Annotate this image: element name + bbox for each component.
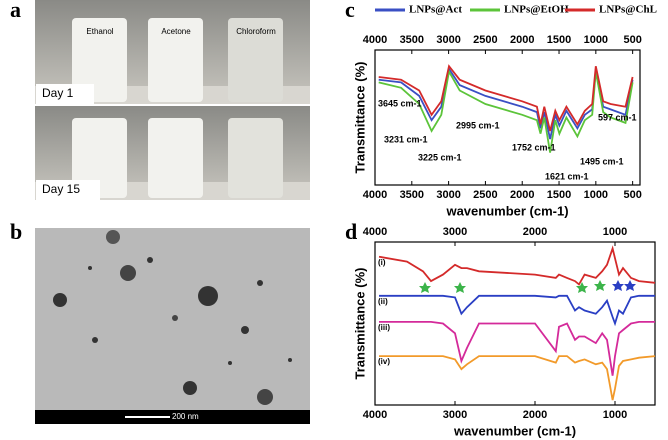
annotation: 1621 cm-1 <box>545 171 589 181</box>
series-line <box>379 294 655 327</box>
x-tick-label: 1500 <box>547 34 571 46</box>
x-tick-label: 4000 <box>363 226 387 238</box>
annotation: 2995 cm-1 <box>456 120 500 130</box>
markers <box>419 280 636 293</box>
annotation: 1752 cm-1 <box>512 142 556 152</box>
series-line <box>379 321 655 376</box>
plot-frame <box>374 241 656 406</box>
x-tick-label: 1500 <box>547 189 571 201</box>
x-tick-label: 2500 <box>473 34 497 46</box>
x-tick-label: 1000 <box>584 34 608 46</box>
day-label: Day 1 <box>42 86 74 100</box>
x-tick-label: 3000 <box>443 226 467 238</box>
x-tick-label: 1000 <box>603 409 627 421</box>
x-tick-label: 500 <box>623 34 641 46</box>
annotation: 1495 cm-1 <box>580 156 624 166</box>
x-tick-label: 2000 <box>510 189 534 201</box>
x-tick-label: 2000 <box>510 34 534 46</box>
x-tick-label: 2000 <box>523 409 547 421</box>
annotation: 3225 cm-1 <box>418 152 462 162</box>
panel-label: a <box>10 0 21 22</box>
x-tick-label: 4000 <box>363 34 387 46</box>
photo-b <box>35 228 310 424</box>
annotation: 597 cm-1 <box>598 112 637 122</box>
panel-label: c <box>345 0 355 22</box>
y-axis-label: Transmittance (%) <box>352 268 367 380</box>
bottle-label: Acetone <box>161 27 191 36</box>
legend-label: LNPs@Act <box>409 4 462 16</box>
series-line <box>379 355 656 401</box>
x-tick-label: 3500 <box>400 34 424 46</box>
x-tick-label: 1000 <box>584 189 608 201</box>
x-axis-label: wavenumber (cm-1) <box>445 203 568 218</box>
series-line <box>378 245 656 286</box>
x-tick-label: 3000 <box>436 34 460 46</box>
legend-label: LNPs@ChL <box>599 4 657 16</box>
panel-label: d <box>345 219 357 244</box>
annotation: 3645 cm-1 <box>378 98 422 108</box>
x-tick-label: 4000 <box>363 189 387 201</box>
series-line <box>378 68 634 153</box>
series-label: (i) <box>378 258 386 267</box>
day-label: Day 15 <box>42 182 80 196</box>
series-label: (iii) <box>378 323 390 332</box>
x-tick-label: 500 <box>623 189 641 201</box>
x-tick-label: 2000 <box>523 226 547 238</box>
photo-a <box>35 0 310 200</box>
x-tick-label: 3500 <box>400 189 424 201</box>
legend-label: LNPs@EtOH <box>504 4 569 16</box>
x-tick-label: 2500 <box>473 189 497 201</box>
scale-bar-label: 200 nm <box>172 412 199 421</box>
series-line <box>378 64 634 132</box>
series-label: (ii) <box>378 297 388 306</box>
x-tick-label: 3000 <box>443 409 467 421</box>
x-tick-label: 4000 <box>363 409 387 421</box>
annotation: 3231 cm-1 <box>384 134 428 144</box>
x-tick-label: 1000 <box>603 226 627 238</box>
series-label: (iv) <box>378 357 390 366</box>
bottle-label: Chloroform <box>236 27 276 36</box>
panel-label: b <box>10 219 22 244</box>
y-axis-label: Transmittance (%) <box>352 62 367 174</box>
x-tick-label: 3000 <box>436 189 460 201</box>
plot-frame <box>374 49 641 186</box>
bottle-label: Ethanol <box>86 27 113 36</box>
x-axis-label: wavenumber (cm-1) <box>453 423 576 438</box>
